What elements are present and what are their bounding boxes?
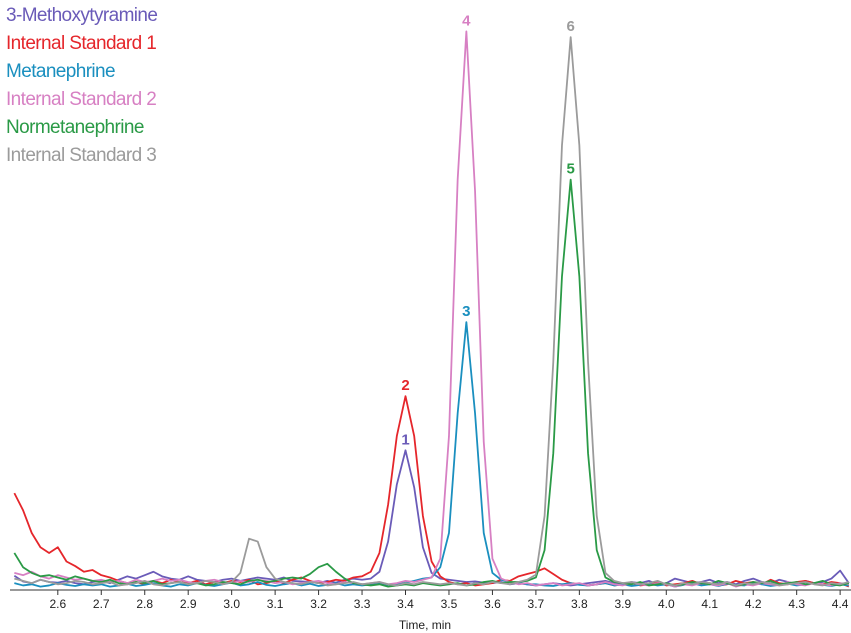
x-tick-label: 4.0 — [658, 597, 675, 611]
x-tick-label: 4.4 — [832, 597, 849, 611]
peak-label: 2 — [401, 377, 409, 394]
x-tick-label: 2.9 — [180, 597, 197, 611]
x-tick-label: 4.1 — [701, 597, 718, 611]
x-tick-label: 3.0 — [223, 597, 240, 611]
legend-entry: Internal Standard 3 — [6, 145, 156, 166]
legend-entry: 3-Methoxytyramine — [6, 5, 157, 26]
x-tick-label: 3.4 — [397, 597, 414, 611]
legend-entry: Internal Standard 2 — [6, 89, 156, 110]
x-tick-label: 3.6 — [484, 597, 501, 611]
x-tick-label: 2.6 — [49, 597, 66, 611]
x-tick-label: 3.7 — [528, 597, 545, 611]
x-tick-label: 3.2 — [310, 597, 327, 611]
peak-label: 5 — [566, 161, 574, 178]
legend-entry: Normetanephrine — [6, 117, 144, 138]
x-tick-label: 3.3 — [354, 597, 371, 611]
peak-label: 1 — [401, 431, 409, 448]
series-line — [13, 178, 850, 588]
series-line — [14, 30, 849, 588]
x-tick-label: 2.8 — [136, 597, 153, 611]
x-tick-label: 3.9 — [614, 597, 631, 611]
series-line — [13, 395, 850, 588]
legend-entry: Metanephrine — [6, 61, 115, 82]
x-tick-label: 3.8 — [571, 597, 588, 611]
peak-label: 6 — [566, 18, 574, 35]
legend-entry: Internal Standard 1 — [6, 33, 156, 54]
series-line — [13, 449, 850, 587]
x-axis-label: Time, min — [399, 618, 451, 632]
peak-label: 4 — [462, 12, 471, 29]
series-line — [14, 36, 850, 587]
series-line — [14, 321, 849, 588]
x-tick-label: 4.3 — [788, 597, 805, 611]
x-tick-label: 4.2 — [745, 597, 762, 611]
x-tick-label: 3.5 — [441, 597, 458, 611]
peak-label: 3 — [462, 303, 470, 320]
x-tick-label: 3.1 — [267, 597, 284, 611]
x-tick-label: 2.7 — [93, 597, 110, 611]
